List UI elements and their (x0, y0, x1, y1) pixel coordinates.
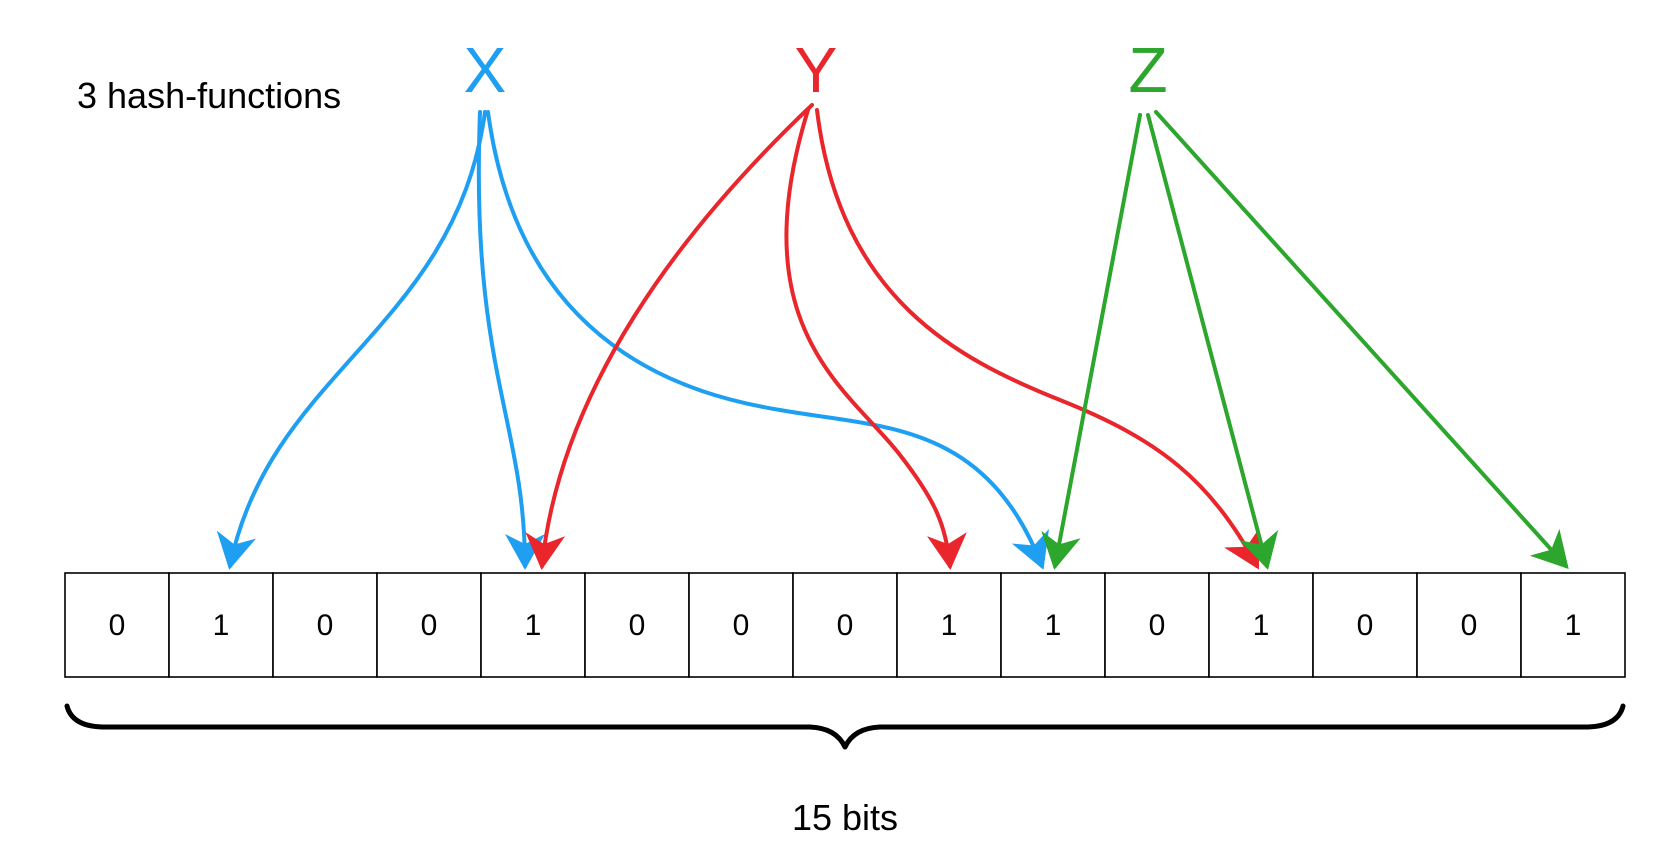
bit-value: 1 (941, 609, 958, 642)
hash-arrows-z (1041, 110, 1569, 570)
bit-cell: 0 (1416, 572, 1522, 678)
arrow-x-to-bit-9 (486, 110, 1049, 570)
arrow-x-to-bit-4 (476, 110, 545, 570)
bit-cell: 1 (896, 572, 1002, 678)
bit-value: 0 (317, 609, 334, 642)
bit-value: 0 (1461, 609, 1478, 642)
arrow-z-to-bit-9 (1041, 113, 1142, 570)
bit-cell: 0 (1312, 572, 1418, 678)
array-brace (64, 703, 1626, 750)
bit-cell: 1 (1000, 572, 1106, 678)
key-z-label: Z (1128, 34, 1167, 106)
bit-cell: 0 (376, 572, 482, 678)
hash-arrows-x (216, 110, 1049, 570)
bit-cell: 0 (584, 572, 690, 678)
arrow-x-to-bit-1 (216, 110, 487, 570)
bit-cell: 0 (64, 572, 170, 678)
bit-value: 0 (1357, 609, 1374, 642)
arrow-y-to-bit-8 (784, 108, 967, 570)
hash-functions-caption: 3 hash-functions (77, 75, 341, 116)
arrow-z-to-bit-11 (1146, 113, 1279, 570)
hash-arrows-y (525, 103, 1260, 570)
bit-cell: 0 (792, 572, 898, 678)
key-x-label: X (464, 34, 507, 106)
bit-value: 1 (1045, 609, 1062, 642)
bit-value: 0 (109, 609, 126, 642)
arrow-z-to-bit-14 (1154, 110, 1569, 569)
bit-array: 0 1 0 0 1 0 0 0 (64, 572, 1626, 678)
bit-value: 0 (1149, 609, 1166, 642)
bit-value: 1 (1565, 609, 1582, 642)
bit-value: 1 (1253, 609, 1270, 642)
bit-cell: 1 (480, 572, 586, 678)
bit-cell: 0 (1104, 572, 1210, 678)
arrow-y-to-bit-4 (525, 103, 814, 570)
arrow-y-to-bit-11 (815, 108, 1260, 570)
bit-cell: 1 (1208, 572, 1314, 678)
bit-cell: 1 (168, 572, 274, 678)
bit-value: 1 (525, 609, 542, 642)
bit-cell: 1 (1520, 572, 1626, 678)
key-y-label: Y (795, 34, 838, 106)
bit-cell: 0 (688, 572, 794, 678)
array-size-label: 15 bits (792, 797, 898, 838)
bit-value: 0 (629, 609, 646, 642)
keys: X Y Z (464, 34, 1168, 106)
bit-value: 0 (837, 609, 854, 642)
bit-value: 0 (421, 609, 438, 642)
bit-value: 0 (733, 609, 750, 642)
bit-cell: 0 (272, 572, 378, 678)
bit-value: 1 (213, 609, 230, 642)
